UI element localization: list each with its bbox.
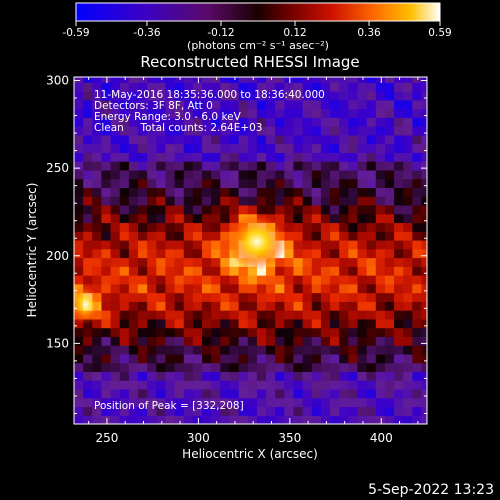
observation-info: 11-May-2016 18:35:36.000 to 18:36:40.000… xyxy=(94,89,325,412)
x-tick-label: 400 xyxy=(370,431,393,445)
peak-position-label: Position of Peak = [332,208] xyxy=(94,400,244,412)
y-tick-label: 250 xyxy=(46,161,69,175)
x-axis-label: Heliocentric X (arcsec) xyxy=(182,447,318,461)
colorbar-tick-label: 0.36 xyxy=(357,27,381,39)
plot-area: 250 300 350 400 150 200 250 300 xyxy=(46,74,428,445)
heatmap-image xyxy=(74,77,427,424)
annotation-detectors: Detectors: 3F 8F, Att 0 xyxy=(94,100,213,112)
annotation-total-counts: Clean Total counts: 2.64E+03 xyxy=(94,122,263,134)
plot-frame xyxy=(73,76,428,425)
y-tick-label: 200 xyxy=(46,249,69,263)
y-axis-label: Heliocentric Y (arcsec) xyxy=(25,183,39,318)
colorbar-unit-label: (photons cm⁻² s⁻¹ asec⁻²) xyxy=(187,39,329,52)
peak-source-glow xyxy=(226,213,287,270)
y-tick-label: 300 xyxy=(46,74,69,88)
secondary-source-glow xyxy=(74,284,101,325)
colorbar-tick-label: -0.59 xyxy=(62,27,89,39)
colorbar-gradient xyxy=(75,2,441,22)
render-timestamp: 5-Sep-2022 13:23 xyxy=(368,482,494,498)
colorbar-tick-label: -0.12 xyxy=(207,27,234,39)
x-tick-label: 350 xyxy=(278,431,301,445)
colorbar-ticks: -0.59 -0.36 -0.12 0.12 0.36 0.59 xyxy=(62,21,452,39)
colorbar: -0.59 -0.36 -0.12 0.12 0.36 0.59 (photons cm⁻… xyxy=(62,2,452,52)
y-tick-label: 150 xyxy=(46,336,69,350)
x-tick-label: 300 xyxy=(187,431,210,445)
colorbar-tick-label: 0.12 xyxy=(283,27,306,39)
annotation-energy-range: Energy Range: 3.0 - 6.0 keV xyxy=(94,111,242,123)
annotation-time-range: 11-May-2016 18:35:36.000 to 18:36:40.000 xyxy=(94,89,325,101)
colorbar-tick-label: 0.59 xyxy=(428,27,451,39)
axes: 250 300 350 400 150 200 250 300 xyxy=(46,74,427,445)
colorbar-tick-label: -0.36 xyxy=(133,27,160,39)
x-tick-label: 250 xyxy=(95,431,118,445)
chart-title: Reconstructed RHESSI Image xyxy=(140,53,359,71)
